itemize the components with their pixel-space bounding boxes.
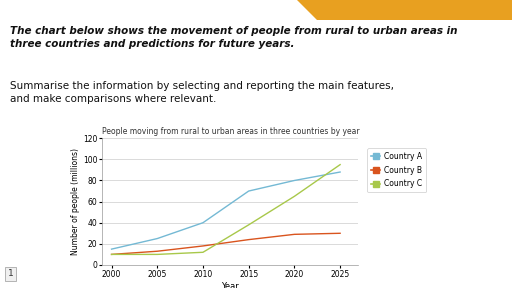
Y-axis label: Number of people (millions): Number of people (millions) (71, 148, 80, 255)
Text: The chart below shows the movement of people from rural to urban areas in
three : The chart below shows the movement of pe… (10, 26, 458, 49)
Legend: Country A, Country B, Country C: Country A, Country B, Country C (367, 148, 426, 192)
Text: 1: 1 (8, 270, 13, 278)
Title: People moving from rural to urban areas in three countries by year: People moving from rural to urban areas … (101, 127, 359, 136)
Text: Summarise the information by selecting and reporting the main features,
and make: Summarise the information by selecting a… (10, 81, 394, 104)
X-axis label: Year: Year (222, 282, 239, 288)
Polygon shape (297, 0, 512, 20)
